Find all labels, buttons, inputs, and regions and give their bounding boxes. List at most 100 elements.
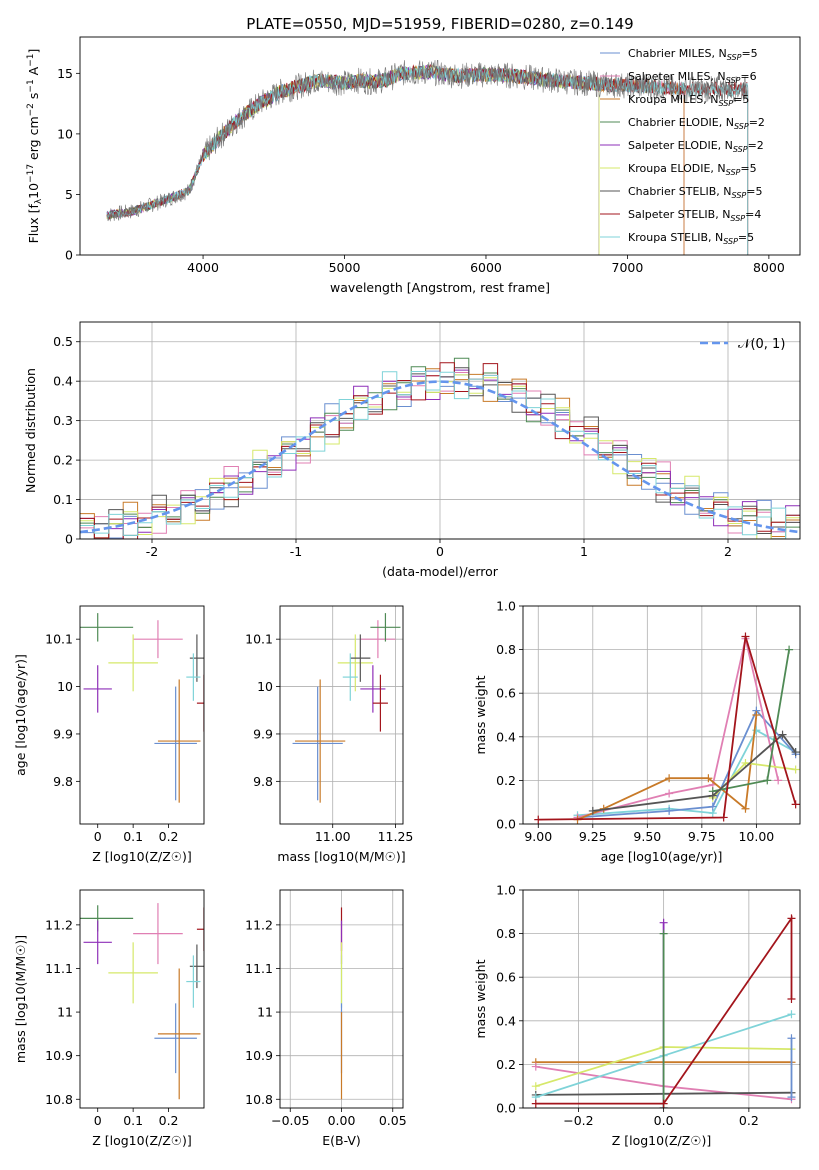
weight-marker bbox=[791, 800, 800, 809]
y-tick-label: 0.6 bbox=[496, 970, 516, 985]
x-axis-label: (data-model)/error bbox=[382, 564, 499, 579]
y-tick-label: 0 bbox=[65, 532, 73, 547]
y-axis-label: mass weight bbox=[473, 675, 488, 754]
x-tick-label: 11.00 bbox=[315, 829, 351, 844]
mass-vs-ebv-panel: −0.05 0.00 0.05 10.8 10.9 11 11.1 11.2 E(B-V) bbox=[245, 889, 407, 1148]
x-tick-label: 0 bbox=[94, 1113, 102, 1128]
axes-frame bbox=[522, 605, 801, 825]
legend-entry: 𝒩(0, 1) bbox=[738, 337, 785, 352]
x-axis-label: E(B-V) bbox=[322, 1133, 361, 1148]
age-vs-Z-panel: 0 0.1 0.2 9.8 9.9 10 10.1 Z [log10(Z/Z☉)] age [l… bbox=[13, 605, 205, 864]
weight-marker bbox=[708, 791, 717, 800]
weight-lines bbox=[531, 914, 796, 1108]
x-tick-label: 0.2 bbox=[159, 1113, 179, 1128]
weight-marker bbox=[588, 806, 597, 815]
x-tick-label: −0.05 bbox=[271, 1113, 309, 1128]
weight-series-line bbox=[592, 733, 797, 812]
weight-marker bbox=[787, 1093, 796, 1102]
model-spectrum-line bbox=[106, 63, 600, 255]
x-tick-label: 10.00 bbox=[738, 829, 774, 844]
normal-curve bbox=[80, 380, 800, 534]
weight-marker bbox=[763, 776, 772, 785]
x-tick-label: 0.05 bbox=[379, 1113, 407, 1128]
x-tick-label: 0.2 bbox=[739, 1113, 759, 1128]
weight-marker bbox=[785, 645, 794, 654]
weight-marker bbox=[659, 918, 668, 927]
y-axis-label: mass weight bbox=[473, 959, 488, 1038]
y-tick-label: 0.2 bbox=[496, 1057, 516, 1072]
x-axis-label: Z [log10(Z/Z☉)] bbox=[92, 849, 192, 864]
y-tick-label: 0.0 bbox=[496, 817, 516, 832]
x-tick-label: 5000 bbox=[329, 260, 361, 275]
axes-frame bbox=[79, 889, 205, 1109]
x-tick-label: 11.25 bbox=[378, 829, 414, 844]
y-tick-label: 0.4 bbox=[496, 1013, 516, 1028]
mass-vs-Z-panel: 0 0.1 0.2 10.8 10.9 11 11.1 11.2 Z [log10(Z/Z☉)]… bbox=[13, 889, 205, 1148]
y-tick-label: 0.6 bbox=[496, 686, 516, 701]
weight-marker bbox=[531, 1099, 540, 1108]
weight-marker bbox=[741, 804, 750, 813]
y-tick-label: 0 bbox=[65, 248, 73, 263]
y-tick-label: 10 bbox=[57, 679, 73, 694]
legend-entry: Kroupa STELIB, NSSP=5 bbox=[628, 231, 754, 246]
legend-entry: Chabrier ELODIE, NSSP=2 bbox=[628, 116, 765, 131]
x-tick-label: 4000 bbox=[187, 260, 219, 275]
y-tick-label: 0.0 bbox=[496, 1101, 516, 1116]
x-tick-label: −0.2 bbox=[563, 1113, 593, 1128]
errorbar-points bbox=[80, 613, 204, 803]
weight-marker bbox=[708, 802, 717, 811]
legend-entry: Salpeter MILES, NSSP=6 bbox=[628, 70, 757, 85]
legend-entry: Chabrier MILES, NSSP=5 bbox=[628, 47, 758, 62]
figure-title: PLATE=0550, MJD=51959, FIBERID=0280, z=0… bbox=[246, 15, 633, 33]
y-tick-label: 10.8 bbox=[45, 1092, 73, 1107]
weight-marker bbox=[752, 726, 761, 735]
y-tick-label: 10 bbox=[57, 126, 73, 141]
axes-frame bbox=[79, 36, 801, 256]
y-tick-label: 10 bbox=[257, 679, 273, 694]
errorbar-points bbox=[80, 903, 204, 1100]
weight-marker bbox=[719, 813, 728, 822]
x-tick-label: 1 bbox=[580, 544, 588, 559]
y-tick-label: 0.5 bbox=[53, 334, 73, 349]
y-tick-label: 0.1 bbox=[53, 492, 73, 507]
weight-marker bbox=[752, 711, 761, 719]
y-axis-label: age [log10(age/yr)] bbox=[13, 654, 28, 776]
x-tick-label: 9.00 bbox=[524, 829, 552, 844]
weight-series-line bbox=[538, 636, 797, 821]
weight-marker bbox=[774, 776, 783, 785]
observed-spectrum-line bbox=[106, 59, 748, 222]
y-axis-label: mass [log10(M/M☉)] bbox=[13, 935, 28, 1063]
x-tick-label: 0.0 bbox=[654, 1113, 674, 1128]
axes-frame bbox=[279, 889, 404, 1109]
y-tick-label: 11.1 bbox=[45, 961, 73, 976]
x-tick-label: 9.25 bbox=[579, 829, 607, 844]
y-tick-label: 11 bbox=[57, 1005, 73, 1020]
weight-lines bbox=[534, 632, 800, 824]
x-tick-label: 0.1 bbox=[123, 1113, 143, 1128]
x-tick-label: 7000 bbox=[612, 260, 644, 275]
y-tick-label: 11.2 bbox=[245, 917, 273, 932]
y-tick-label: 10.9 bbox=[245, 1048, 273, 1063]
x-axis-label: age [log10(age/yr)] bbox=[601, 849, 723, 864]
weight-marker bbox=[659, 1099, 668, 1108]
y-tick-label: 0.4 bbox=[496, 729, 516, 744]
x-tick-label: 2 bbox=[724, 544, 732, 559]
y-axis-label: Flux [fλ10−17 erg cm−2 s−1 A−1] bbox=[26, 49, 44, 244]
x-axis-label: Z [log10(Z/Z☉)] bbox=[612, 1133, 712, 1148]
weight-marker bbox=[787, 914, 796, 923]
model-spectrum-line bbox=[106, 65, 600, 255]
weight-marker bbox=[665, 806, 674, 815]
histogram-series bbox=[80, 362, 800, 539]
weight-marker bbox=[704, 774, 713, 783]
y-tick-label: 9.9 bbox=[253, 726, 273, 741]
y-tick-label: 10.1 bbox=[245, 632, 273, 647]
weight-marker bbox=[534, 815, 543, 824]
weight-marker bbox=[791, 765, 800, 774]
y-tick-label: 0.8 bbox=[496, 926, 516, 941]
x-tick-label: 0.1 bbox=[123, 829, 143, 844]
weight-marker bbox=[787, 1034, 796, 1043]
x-tick-label: 0 bbox=[94, 829, 102, 844]
x-tick-label: 0.00 bbox=[328, 1113, 356, 1128]
model-spectrum-line bbox=[106, 65, 685, 255]
